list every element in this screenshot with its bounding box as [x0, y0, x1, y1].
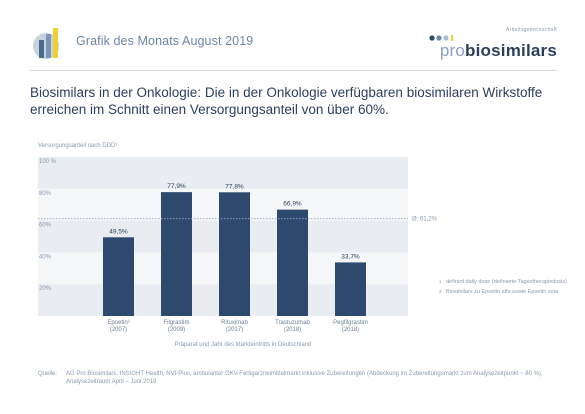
y-axis-title: Versorgungsanteil nach DDD¹ — [38, 143, 118, 149]
footnote-2-text: Biosimilars zu Epoetin alfa sowie Epoeti… — [446, 289, 559, 295]
bar — [277, 209, 308, 316]
chart-headline: Biosimilars in der Onkologie: Die in der… — [30, 85, 543, 117]
y-tick-label: 20% — [39, 286, 52, 292]
x-tick-label: Rituximab — [221, 320, 248, 326]
bar-value-label: 77,9% — [167, 183, 186, 190]
footnote-1-mark: 1 — [439, 279, 442, 284]
y-tick-label: 80% — [39, 191, 52, 197]
x-tick-label-year: (2018) — [284, 327, 301, 333]
bar-value-label: 49,5% — [109, 228, 128, 235]
x-tick-label: Pegfilgrastim — [333, 320, 368, 326]
source-text: AG Pro Biosimilars, INSIGHT Health, NVI-… — [66, 371, 543, 385]
brand-name-biosimilars: biosimilars — [465, 41, 557, 60]
bar — [103, 237, 134, 316]
bar-value-label: 66,9% — [283, 201, 302, 208]
x-tick-label: Trastuzumab — [275, 320, 310, 326]
footnote-2-mark: 2 — [439, 289, 442, 294]
footnote-2: 2 Biosimilars zu Epoetin alfa sowie Epoe… — [439, 289, 579, 296]
footnotes: 1 defined daily dose (definierte Tagesth… — [439, 279, 579, 299]
y-tick-label: 40% — [39, 254, 52, 260]
y-tick-label: 100 % — [39, 159, 57, 165]
x-tick-label-year: (2018) — [342, 327, 359, 333]
footnote-1-text: defined daily dose (definierte Tagesther… — [446, 279, 567, 285]
brand-name-pro: pro — [439, 41, 466, 60]
bar-value-label: 33,7% — [341, 253, 360, 260]
source-note: Quelle: AG Pro Biosimilars, INSIGHT Heal… — [38, 370, 563, 386]
x-tick-label: Epoetin² — [107, 320, 129, 326]
x-axis-title: Präparat und Jahr des Markteintritts in … — [175, 342, 312, 348]
report-header-title: Grafik des Monats August 2019 — [76, 34, 254, 48]
brand-name: probiosimilars — [440, 41, 557, 61]
report-logo-icon — [33, 28, 59, 59]
footnote-1: 1 defined daily dose (definierte Tagesth… — [439, 279, 579, 286]
pro-biosimilars-logo: Arbeitsgemeinschaft probiosimilars — [417, 27, 557, 63]
bar — [219, 192, 250, 316]
y-tick-label: 60% — [39, 223, 52, 229]
brand-tagline: Arbeitsgemeinschaft — [505, 27, 557, 33]
x-tick-label-year: (2009) — [168, 327, 185, 333]
x-tick-label-year: (2007) — [110, 327, 127, 333]
header-divider — [30, 70, 557, 71]
bar — [161, 192, 192, 316]
x-tick-label-year: (2017) — [226, 327, 243, 333]
background-band — [38, 157, 408, 189]
brand-dots-icon — [429, 35, 453, 41]
bar-value-label: 77,8% — [225, 183, 244, 190]
bar — [335, 262, 366, 316]
average-label: Ø: 61,2% — [412, 217, 438, 223]
x-tick-label: Filgrastim — [163, 320, 189, 326]
source-label: Quelle: — [38, 371, 58, 377]
